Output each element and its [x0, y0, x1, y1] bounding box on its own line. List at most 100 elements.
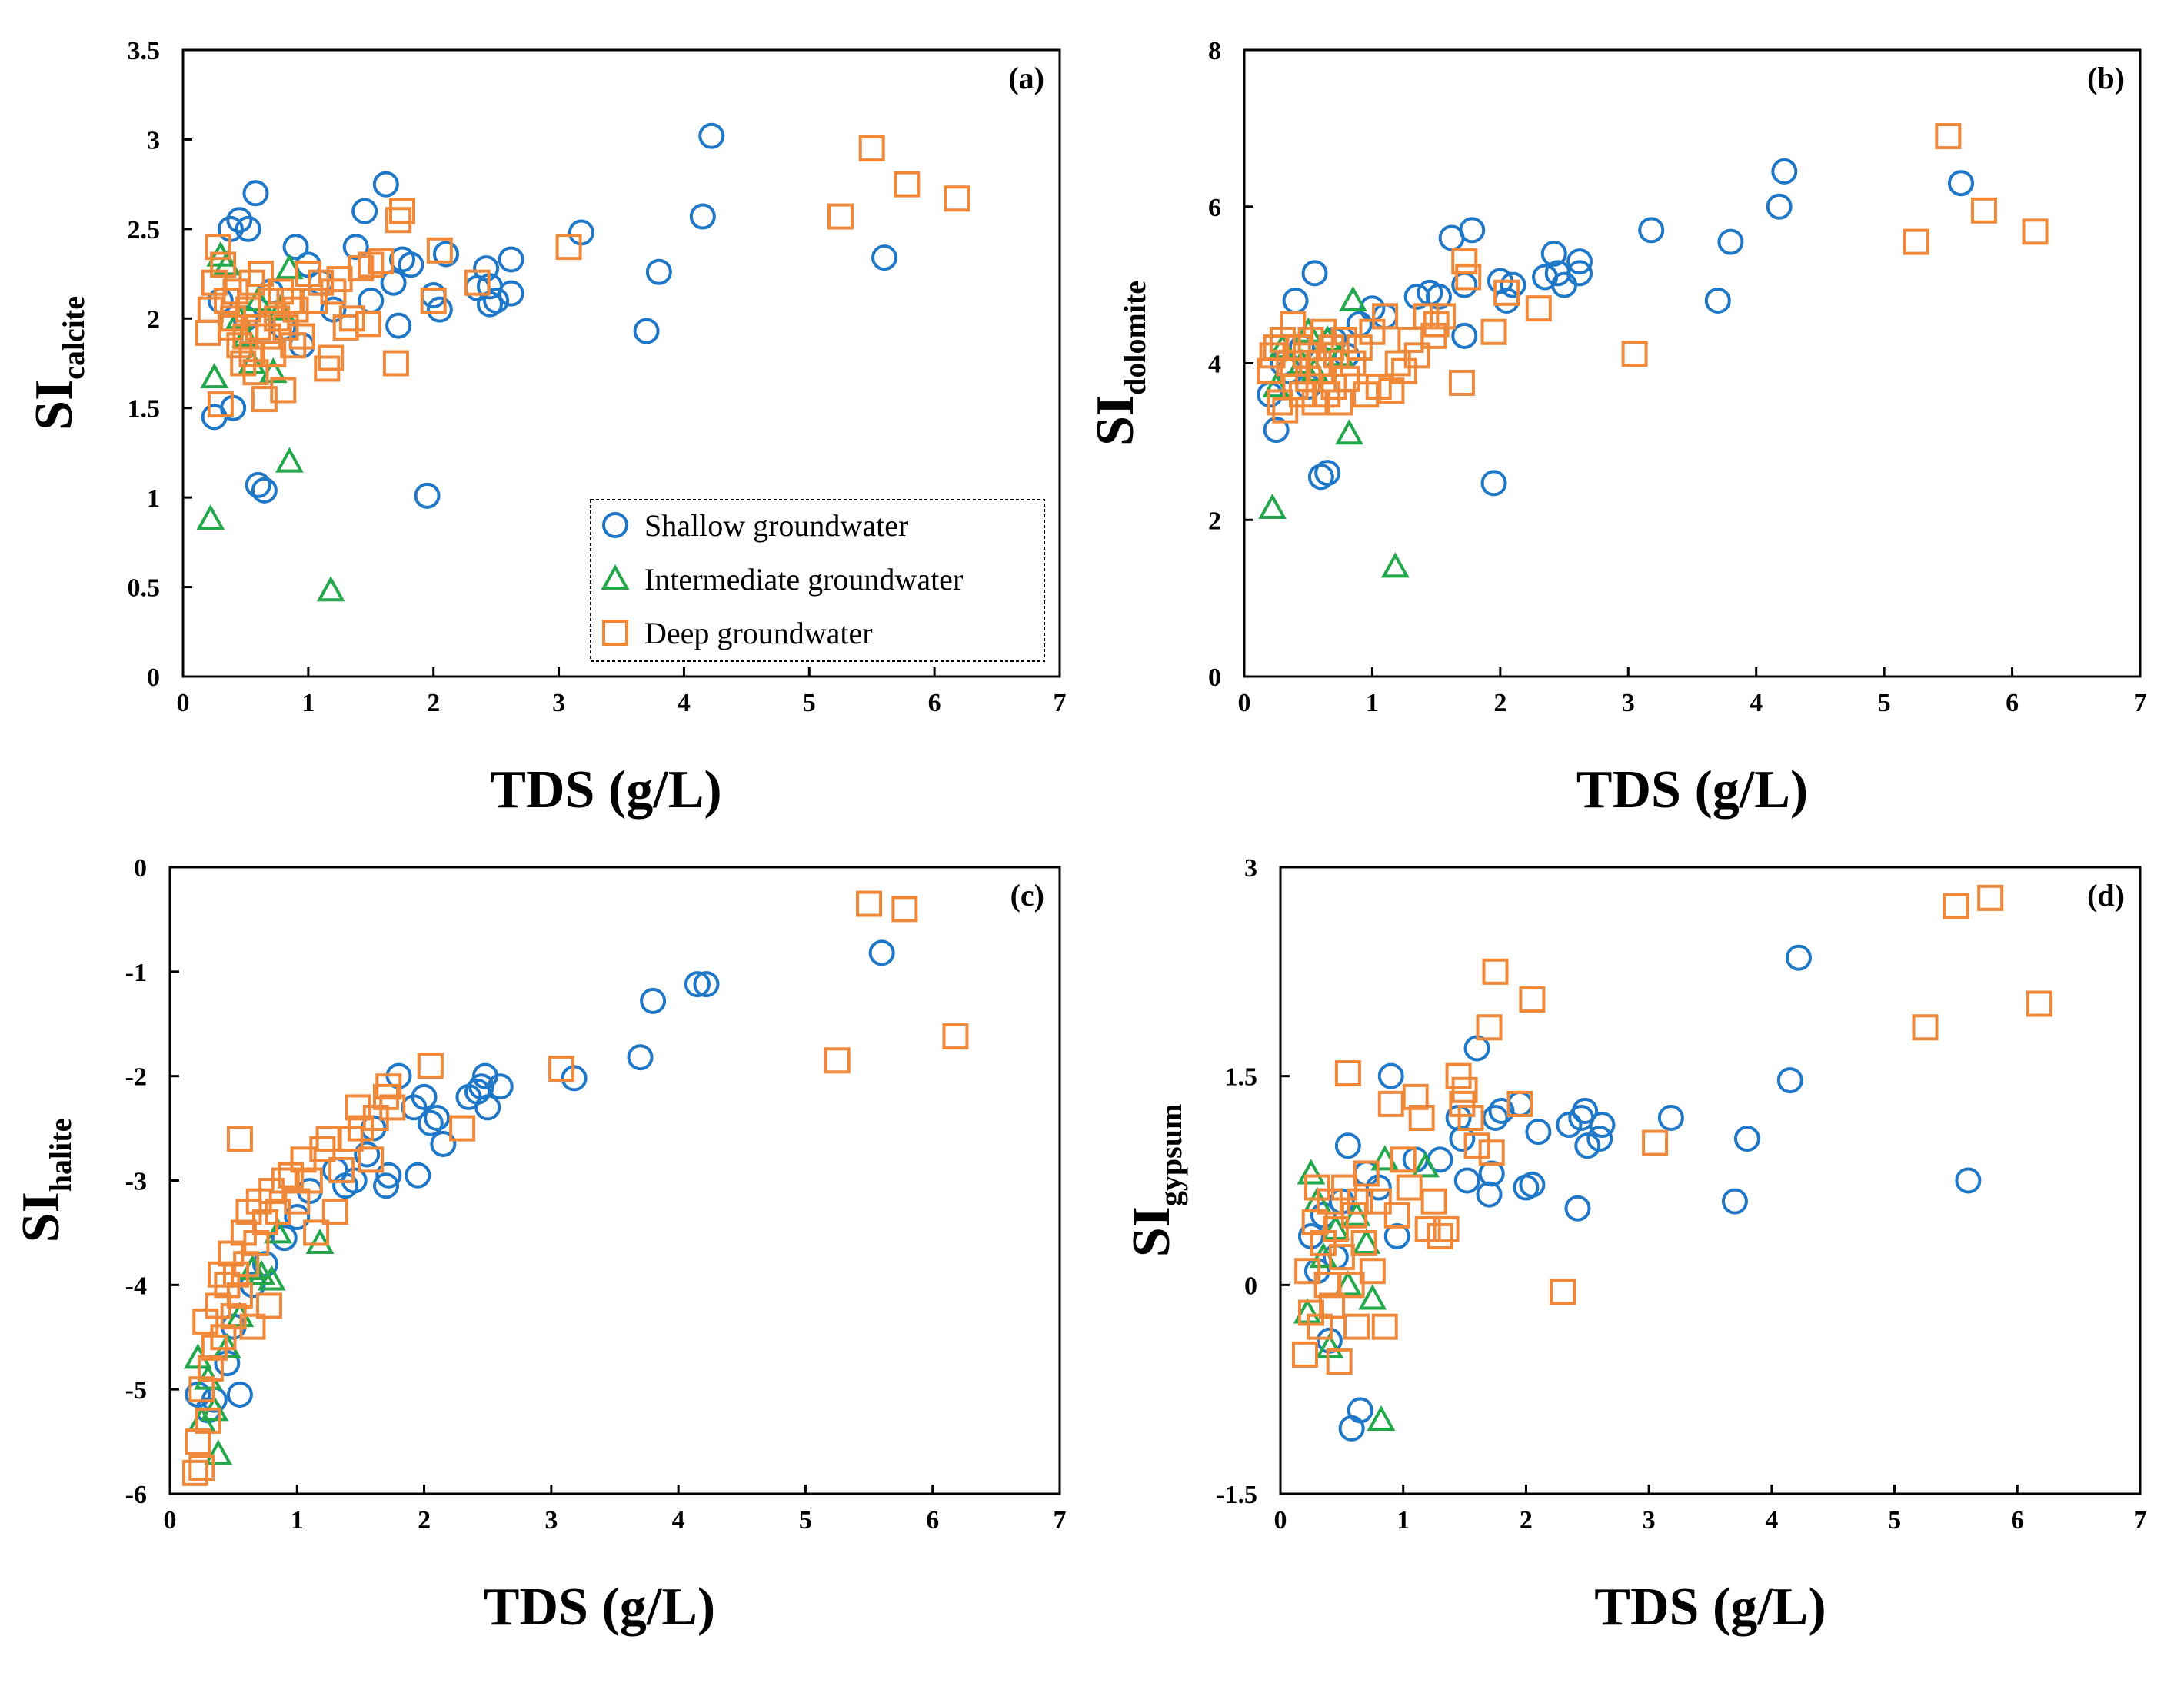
data-point-deep — [417, 1053, 444, 1079]
data-point-deep — [358, 1146, 385, 1173]
data-point-deep — [1433, 1215, 1460, 1242]
data-point-shallow — [1525, 1119, 1552, 1146]
data-point-deep — [368, 248, 395, 274]
data-point-shallow — [372, 1172, 399, 1199]
data-point-shallow — [1377, 1062, 1404, 1089]
data-point-shallow — [226, 207, 253, 234]
y-tick-label: 1.5 — [1225, 1063, 1258, 1092]
data-point-deep — [268, 278, 295, 305]
series-shallow — [185, 939, 895, 1424]
data-point-intermediate — [305, 1228, 335, 1254]
data-point-deep — [1390, 1146, 1417, 1173]
data-point-shallow — [1721, 1188, 1748, 1215]
data-point-shallow — [251, 477, 278, 504]
data-point-shallow — [627, 1044, 654, 1071]
data-point-shallow — [1493, 288, 1520, 314]
y-tick-label: 0 — [1208, 663, 1221, 692]
x-tick-label: 4 — [1765, 1506, 1778, 1535]
y-axis-label: SIgypsum — [1122, 1104, 1188, 1258]
data-point-deep — [1350, 1230, 1377, 1256]
data-point-shallow — [1564, 1195, 1591, 1222]
data-point-deep — [379, 1094, 406, 1121]
y-tick-label: -6 — [125, 1481, 147, 1509]
data-point-deep — [1316, 1188, 1343, 1215]
data-point-deep — [238, 341, 265, 367]
data-point-shallow — [1480, 470, 1507, 497]
data-point-deep — [238, 269, 265, 296]
y-tick-label: 0 — [1244, 1272, 1257, 1300]
data-point-shallow — [1459, 217, 1486, 244]
data-point-shallow — [1657, 1105, 1684, 1131]
data-point-deep — [195, 319, 221, 346]
data-point-shallow — [633, 318, 660, 344]
legend: Shallow groundwater Intermediate groundwa… — [590, 499, 1045, 662]
data-point-deep — [1365, 1188, 1392, 1215]
x-tick-label: 2 — [427, 689, 440, 717]
data-point-deep — [856, 890, 883, 917]
y-axis-label-main: SI — [1086, 395, 1145, 446]
x-tick-label: 0 — [177, 689, 190, 717]
legend-marker-shallow — [602, 512, 628, 538]
data-point-deep — [449, 1115, 476, 1142]
data-point-deep — [226, 1282, 253, 1309]
x-tick-label: 2 — [1520, 1506, 1533, 1535]
series-deep — [1257, 123, 2049, 424]
data-point-shallow — [1488, 1097, 1515, 1124]
x-tick-label: 6 — [928, 689, 941, 717]
x-tick-label: 2 — [1493, 689, 1506, 717]
panel-label: (b) — [2087, 61, 2125, 95]
data-point-shallow — [1717, 228, 1744, 255]
data-point-deep — [280, 332, 307, 359]
x-tick-label: 2 — [418, 1506, 431, 1535]
data-point-shallow — [1453, 1167, 1480, 1194]
data-point-shallow — [284, 1204, 311, 1231]
y-axis-label-subscript: gypsum — [1154, 1104, 1188, 1206]
data-point-deep — [1322, 1215, 1349, 1242]
data-point-deep — [464, 269, 491, 296]
data-point-deep — [1457, 1105, 1484, 1131]
data-point-shallow — [693, 971, 720, 998]
data-point-shallow — [251, 1251, 278, 1278]
data-point-shallow — [414, 482, 441, 509]
x-tick-label: 0 — [164, 1506, 177, 1535]
data-point-deep — [891, 896, 918, 923]
y-axis-label-subscript: halite — [43, 1119, 78, 1192]
x-tick-label: 5 — [1878, 689, 1891, 717]
data-point-shallow — [645, 258, 672, 285]
data-point-deep — [1328, 1244, 1355, 1271]
data-point-deep — [1377, 1090, 1404, 1117]
data-point-deep — [251, 386, 278, 413]
data-point-intermediate — [196, 504, 225, 530]
data-point-shallow — [245, 471, 271, 498]
data-point-shallow — [1566, 260, 1593, 287]
y-axis-label: SIdolomite — [1086, 281, 1152, 446]
data-point-deep — [303, 1219, 330, 1246]
x-tick-label: 1 — [291, 1506, 304, 1535]
data-point-deep — [1519, 986, 1546, 1013]
data-point-deep — [1408, 1105, 1435, 1131]
data-point-deep — [548, 1056, 575, 1082]
data-point-deep — [1343, 1313, 1370, 1340]
data-point-shallow — [1383, 1222, 1410, 1249]
data-point-shallow — [1316, 1327, 1343, 1354]
data-point-shallow — [689, 203, 716, 230]
data-point-shallow — [1282, 288, 1309, 314]
data-point-shallow — [405, 1162, 431, 1189]
y-axis-label: SIcalcite — [25, 296, 91, 431]
data-point-deep — [1977, 884, 2004, 911]
data-point-shallow — [424, 1105, 451, 1131]
data-point-shallow — [1948, 170, 1974, 197]
data-point-shallow — [420, 282, 447, 309]
data-point-shallow — [271, 1225, 298, 1252]
data-point-deep — [1480, 318, 1507, 345]
data-point-deep — [1353, 1160, 1380, 1187]
y-tick-label: -3 — [125, 1168, 147, 1196]
x-tick-label: 7 — [1054, 1506, 1067, 1535]
y-axis-label-subscript: dolomite — [1117, 281, 1152, 395]
series-shallow — [1297, 944, 1982, 1442]
panel-d: 0 1 2 3 4 5 6 7 -1.5 0 1.5 3 TDS (g/L) SIgypsum (d) — [1122, 854, 2147, 1637]
data-point-deep — [226, 1126, 253, 1152]
y-tick-label: 1 — [147, 484, 160, 513]
data-point-deep — [188, 1455, 215, 1481]
x-axis-label: TDS (g/L) — [1576, 760, 1808, 820]
